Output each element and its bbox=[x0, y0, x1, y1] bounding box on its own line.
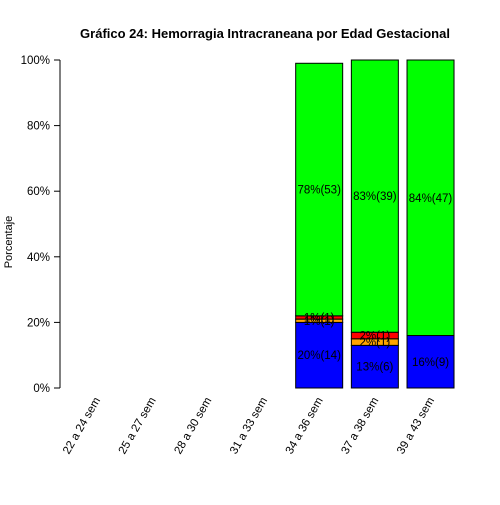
y-tick-label: 40% bbox=[27, 252, 50, 264]
bar-segment bbox=[406, 59, 455, 337]
segment-label: 16%(9) bbox=[412, 357, 449, 369]
bar-segment bbox=[406, 335, 455, 389]
segment-label: 1%(1) bbox=[304, 312, 335, 324]
x-tick-label: 25 a 27 sem bbox=[117, 396, 159, 457]
y-tick-label: 80% bbox=[27, 121, 50, 133]
segment-label: 20%(14) bbox=[297, 350, 341, 362]
x-axis: 22 a 24 sem 25 a 27 sem 28 a 30 sem 31 a 33… bbox=[61, 396, 437, 457]
x-tick-label: 39 a 43 sem bbox=[395, 396, 437, 457]
x-tick-label: 28 a 30 sem bbox=[172, 396, 214, 457]
segment-labels: 20%(14) 1%(1)1%(1) 78%(53) 13%(6) 2%(1)2%(1)… bbox=[297, 185, 452, 374]
segment-label: 84%(47) bbox=[409, 193, 453, 205]
y-tick-label: 100% bbox=[21, 55, 50, 67]
bar-segment bbox=[295, 321, 344, 389]
segment-label: 13%(6) bbox=[356, 362, 393, 374]
bar-segment bbox=[350, 59, 399, 333]
y-axis-title: Porcentaje bbox=[3, 216, 15, 269]
segment-label: 1%(1) bbox=[304, 316, 335, 328]
x-tick-label: 22 a 24 sem bbox=[61, 396, 103, 457]
bar-segment bbox=[295, 62, 344, 317]
x-tick-label: 37 a 38 sem bbox=[339, 396, 381, 457]
segment-label: 78%(53) bbox=[297, 185, 341, 197]
segment-label: 2%(1) bbox=[360, 337, 391, 349]
x-tick-label: 34 a 36 sem bbox=[284, 396, 326, 457]
y-tick-label: 20% bbox=[27, 317, 50, 329]
segment-label: 83%(39) bbox=[353, 191, 397, 203]
y-tick-label: 0% bbox=[33, 383, 50, 395]
y-axis: 0% 20% 40% 60% 80% 100% bbox=[21, 55, 61, 395]
x-tick-label: 31 a 33 sem bbox=[228, 396, 270, 457]
y-tick-label: 60% bbox=[27, 186, 50, 198]
chart-title: Gráfico 24: Hemorragia Intracraneana por… bbox=[80, 26, 450, 41]
bars bbox=[295, 59, 455, 389]
segment-label: 2%(1) bbox=[360, 331, 391, 343]
